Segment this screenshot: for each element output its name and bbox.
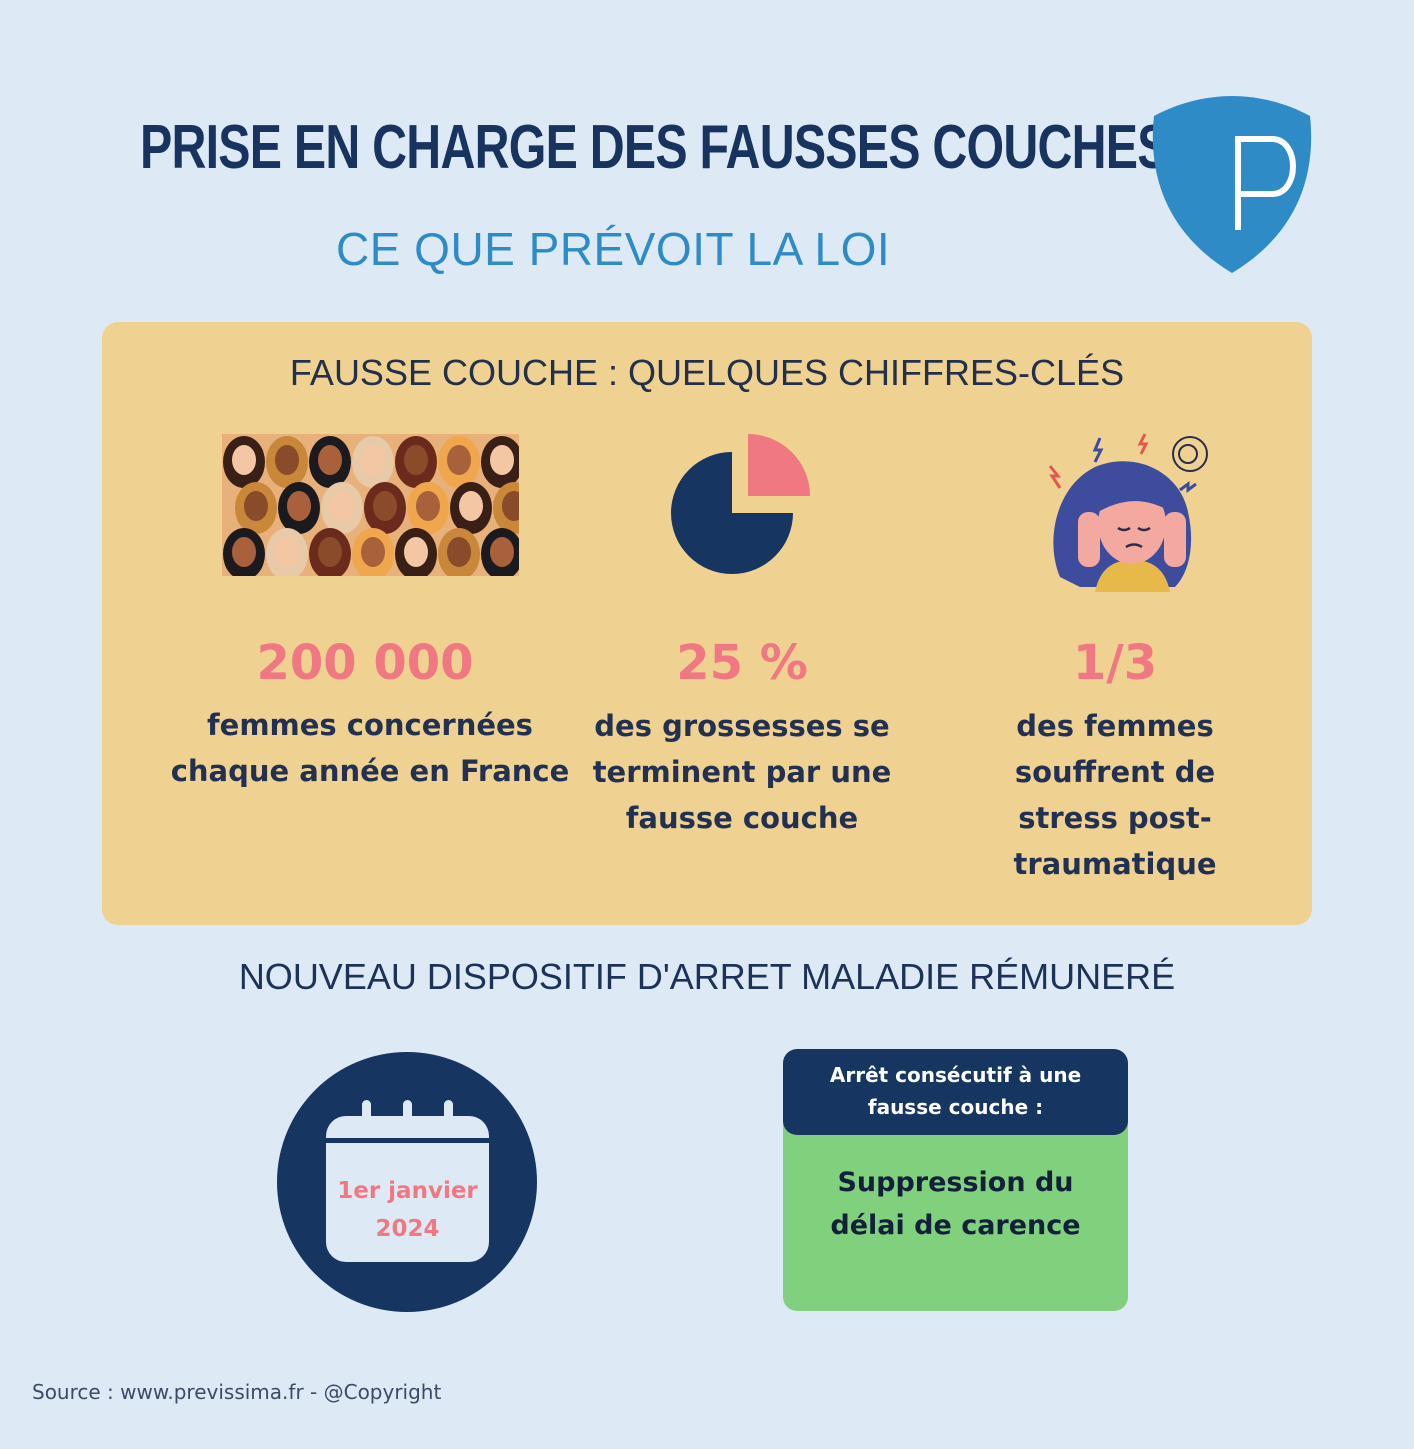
stat-value-1: 200 000 (256, 635, 474, 691)
stat-label-3: des femmes souffrent de stress post- tra… (1013, 709, 1217, 881)
note-box: Arrêt consécutif à une fausse couche : S… (783, 1049, 1128, 1311)
stat-label-2: des grossesses se terminent par une faus… (592, 709, 892, 835)
pie-slice-large (671, 452, 793, 574)
stat-value-3: 1/3 (1072, 635, 1158, 691)
crowd-face (318, 537, 342, 567)
crowd-face (502, 491, 519, 521)
crowd-face (232, 445, 256, 475)
crowd-face (318, 445, 342, 475)
note-header: Arrêt consécutif à une fausse couche : (783, 1049, 1128, 1135)
source-footer: Source : www.previssima.fr - @Copyright (32, 1380, 442, 1404)
pie-slice-small (748, 434, 810, 496)
crowd-face (459, 491, 483, 521)
stats-panel (102, 322, 1312, 925)
crowd-face (447, 537, 471, 567)
crowd-face (404, 537, 428, 567)
stressed-woman-illustration (1048, 433, 1208, 592)
logo-letter (1235, 136, 1296, 230)
crowd-face (447, 445, 471, 475)
calendar-ring (362, 1100, 371, 1134)
crowd-face (287, 491, 311, 521)
crowd-face (244, 491, 268, 521)
stats-heading: FAUSSE COUCHE : QUELQUES CHIFFRES-CLÉS (289, 352, 1125, 393)
crowd-face (373, 491, 397, 521)
section-heading: NOUVEAU DISPOSITIF D'ARRET MALADIE RÉMUN… (238, 956, 1176, 997)
crowd-face (275, 445, 299, 475)
calendar-date: 1er janvier 2024 (337, 1178, 478, 1242)
crowd-face (232, 537, 256, 567)
crowd-face (361, 537, 385, 567)
shield-icon (1152, 96, 1312, 273)
page-title: PRISE EN CHARGE DES FAUSSES COUCHES (140, 113, 1170, 182)
calendar-ring (403, 1100, 412, 1134)
crowd-face (490, 445, 514, 475)
crowd-face (404, 445, 428, 475)
calendar-ring (444, 1100, 453, 1134)
crowd-face (416, 491, 440, 521)
note-body: Suppression du délai de carence (830, 1167, 1081, 1241)
women-crowd-illustration (222, 434, 519, 576)
stat-label-1: femmes concernées chaque année en France (170, 708, 570, 788)
pie-chart-icon (671, 434, 810, 574)
crowd-face (490, 537, 514, 567)
stat-value-2: 25 % (676, 635, 808, 691)
crowd-face (275, 537, 299, 567)
crowd-face (361, 445, 385, 475)
calendar-header-bar (326, 1138, 489, 1143)
page-subtitle: CE QUE PRÉVOIT LA LOI (336, 223, 891, 275)
crowd-face (330, 491, 354, 521)
